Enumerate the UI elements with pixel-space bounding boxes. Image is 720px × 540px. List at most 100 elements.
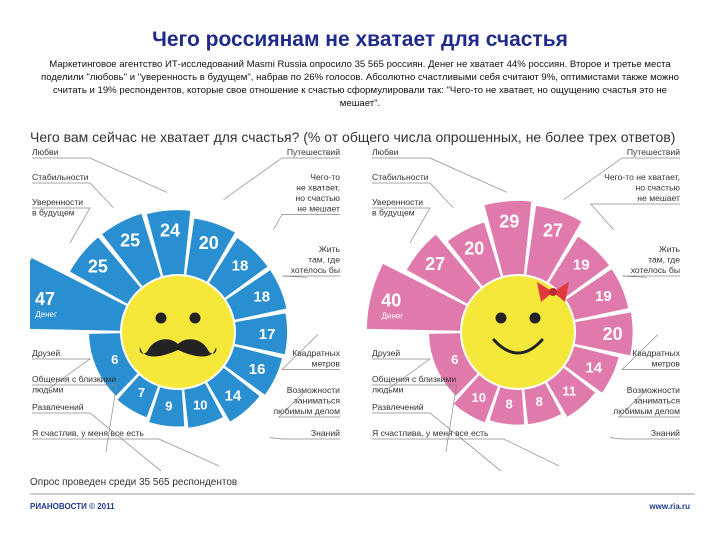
petal-znaniy [207,367,260,422]
infographic: Чего вам сейчас не хватает для счастья? … [30,129,695,511]
label-lyubvi: Любви [32,147,59,157]
label-obscheniya-s-blizkimi-lyudmi: Общения с близкими людьми [32,374,116,395]
leader-line [621,334,680,370]
label-puteshestviy: Путешествий [287,147,340,157]
value-label: 29 [499,212,519,232]
label-kvadratnyh-metrov: Квадратных метров [292,348,340,369]
petal-deneg [30,258,127,331]
petal-vozmozhnosti-zanimatsya-lyubim [565,346,619,393]
value-label: 17 [259,326,276,343]
value-label: 40 [381,291,401,311]
petal-ya-schastliv-u-menya-vse-est [184,383,223,428]
petal-druzey [429,333,478,396]
label-uverennosti-v-buduschem: Уверенности в будущем [372,197,423,218]
label-druzey: Друзей [32,348,60,358]
petal-obscheniya-s-blizkimi-lyudmi [117,375,158,418]
value-label: 27 [425,254,445,274]
petal-kvadratnyh-metrov [234,313,288,355]
label-ya-schastliva-u-menya-vse-est: Я счастлива, у меня все есть [372,428,489,438]
label-lyubvi: Любви [372,147,399,157]
leader-line [281,334,340,370]
petal-zhit-tam-gde-hotelos-by [566,269,629,320]
survey-footer: Опрос проведен среди 35 565 респондентов [30,477,237,488]
chart-header: Чего вам сейчас не хватает для счастья? … [30,129,675,145]
money-sub-label: Денег [381,312,403,321]
leader-line [589,203,680,230]
value-label: 6 [451,352,458,367]
leader-line [269,437,340,440]
label-ya-schastliv-u-menya-vse-est: Я счастлив, у меня все есть [32,428,144,438]
value-label: 18 [232,258,249,275]
eye-icon [529,312,541,324]
leader-line [372,182,454,209]
petal-druzey [89,333,138,396]
value-label: 7 [138,385,145,400]
eye-icon [189,312,201,324]
leader-line [618,390,680,418]
value-label: 16 [249,361,266,378]
leader-line [372,207,431,244]
value-label: 14 [225,387,242,404]
smiley-face [462,276,574,388]
label-chego-to-ne-hvataet-no-schasty: Чего-то не хватает, но счастью не мешает [604,172,680,203]
leader-line [32,358,92,389]
leader-line [372,438,560,467]
mustache-icon [139,339,217,357]
petal-obscheniya-s-blizkimi-lyudmi [453,375,498,423]
leader-line [372,157,508,193]
leader-line [372,412,502,472]
petal-chego-to-ne-hvataet-no-schasty [548,236,609,298]
value-label: 20 [603,324,623,344]
petal-razvlecheniy [149,387,185,427]
petal-deneg [366,263,467,331]
leader-line [32,412,162,472]
value-label: 20 [199,233,219,253]
label-vozmozhnosti-zanimatsya-lyubim: Возможности заниматься любимым делом [613,385,680,416]
leader-line [372,358,432,389]
petal-stabilnosti [102,213,161,287]
label-razvlecheniy: Развлечений [32,402,84,412]
leader-line [32,182,114,209]
leader-line [32,157,168,193]
slide-body-text: Маркетинговое агентство ИТ-исследований … [41,59,679,109]
label-obscheniya-s-blizkimi-lyudmi: Общения с близкими людьми [372,374,456,395]
petal-chego-to-ne-hvataet-no-schasty [208,238,268,298]
leader-line [372,384,458,453]
leader-line [273,214,340,230]
petal-puteshestviy [526,205,582,282]
leader-line [223,157,340,200]
bow-icon [553,282,569,302]
petal-uverennosti-v-buduschem [406,234,481,304]
value-label: 19 [573,256,590,273]
eye-icon [495,312,507,324]
value-label: 8 [536,394,543,409]
label-puteshestviy: Путешествий [627,147,680,157]
ria-site: www.ria.ru [648,502,690,511]
smiley-face [122,276,234,388]
petal-znaniy [547,367,596,417]
petal-razvlecheniy [489,387,525,425]
ria-logo: РИАНОВОСТИ © 2011 [30,502,115,511]
leader-line [32,384,118,453]
petal-lyubvi [484,200,532,276]
slide-title: Чего россиянам не хватает для счастья [152,28,568,51]
value-label: 25 [88,256,108,276]
petal-stabilnosti [447,222,501,287]
value-label: 14 [585,360,602,377]
leader-line [278,390,340,418]
label-zhit-tam-gde-hotelos-by: Жить там, где хотелось бы [291,244,341,275]
petal-ya-schastliva-u-menya-vse-est [524,383,562,425]
petal-puteshestviy [186,218,235,282]
leader-line [32,207,91,244]
value-label: 25 [120,230,140,250]
value-label: 47 [35,289,55,309]
label-vozmozhnosti-zanimatsya-lyubim: Возможности заниматься любимым делом [273,385,340,416]
leader-line [281,275,340,278]
value-label: 19 [595,288,612,305]
label-razvlecheniy: Развлечений [372,402,424,412]
leader-line [609,437,680,440]
eye-icon [155,312,167,324]
label-stabilnosti: Стабильности [32,172,89,182]
